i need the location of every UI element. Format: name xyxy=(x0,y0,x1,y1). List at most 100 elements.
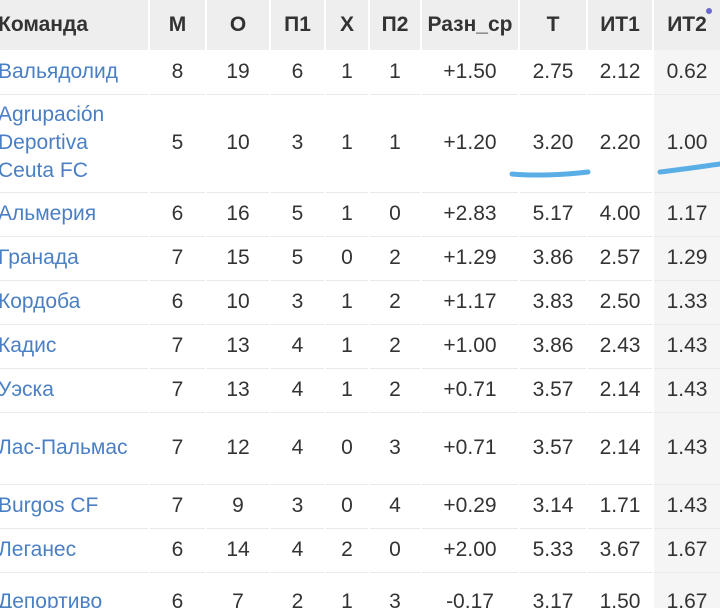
wins-cell: 5 xyxy=(269,192,326,236)
total-cell: 3.17 xyxy=(518,572,588,608)
avg-diff-cell: -0.17 xyxy=(420,572,520,608)
team-name[interactable]: Депортиво xyxy=(0,572,150,608)
draws-cell: 1 xyxy=(324,94,370,192)
table-row[interactable]: Депортиво 6 7 2 1 3 -0.17 3.17 1.50 1.67 xyxy=(0,572,720,608)
team-name[interactable]: Agrupación Deportiva Ceuta FC xyxy=(0,94,150,192)
avg-diff-cell: +1.00 xyxy=(420,324,520,368)
table-row[interactable]: Альмерия 6 16 5 1 0 +2.83 5.17 4.00 1.17 xyxy=(0,192,720,236)
team-total-2-cell: 1.17 xyxy=(652,192,720,236)
draws-cell: 1 xyxy=(324,572,370,608)
total-cell: 3.57 xyxy=(518,412,588,484)
draws-cell: 1 xyxy=(324,50,370,94)
losses-cell: 2 xyxy=(368,368,422,412)
table-row[interactable]: Кордоба 6 10 3 1 2 +1.17 3.83 2.50 1.33 xyxy=(0,280,720,324)
avg-diff-cell: +0.71 xyxy=(420,412,520,484)
wins-cell: 3 xyxy=(269,484,326,528)
points-cell: 13 xyxy=(205,368,271,412)
team-name[interactable]: Лас-Пальмас xyxy=(0,412,150,484)
column-header-points[interactable]: О xyxy=(205,0,271,50)
column-header-team-total-1[interactable]: ИТ1 xyxy=(586,0,654,50)
team-total-2-cell: 1.29 xyxy=(652,236,720,280)
team-total-1-cell: 4.00 xyxy=(586,192,654,236)
team-total-2-cell: 1.43 xyxy=(652,324,720,368)
wins-cell: 4 xyxy=(269,368,326,412)
team-name[interactable]: Леганес xyxy=(0,528,150,572)
avg-diff-cell: +0.71 xyxy=(420,368,520,412)
avg-diff-cell: +1.17 xyxy=(420,280,520,324)
wins-cell: 3 xyxy=(269,280,326,324)
team-name[interactable]: Кордоба xyxy=(0,280,150,324)
draws-cell: 2 xyxy=(324,528,370,572)
total-cell: 3.86 xyxy=(518,236,588,280)
table-row[interactable]: Burgos CF 7 9 3 0 4 +0.29 3.14 1.71 1.43 xyxy=(0,484,720,528)
column-header-matches[interactable]: М xyxy=(148,0,207,50)
matches-cell: 6 xyxy=(148,192,207,236)
team-name[interactable]: Вальядолид xyxy=(0,50,150,94)
avg-diff-cell: +1.29 xyxy=(420,236,520,280)
column-header-losses[interactable]: П2 xyxy=(368,0,422,50)
team-name[interactable]: Burgos CF xyxy=(0,484,150,528)
team-total-1-cell: 1.50 xyxy=(586,572,654,608)
team-total-1-cell: 2.12 xyxy=(586,50,654,94)
team-total-2-cell: 1.43 xyxy=(652,484,720,528)
team-name[interactable]: Кадис xyxy=(0,324,150,368)
column-header-wins[interactable]: П1 xyxy=(269,0,326,50)
matches-cell: 5 xyxy=(148,94,207,192)
wins-cell: 6 xyxy=(269,50,326,94)
matches-cell: 6 xyxy=(148,280,207,324)
matches-cell: 8 xyxy=(148,50,207,94)
losses-cell: 2 xyxy=(368,236,422,280)
column-header-draws[interactable]: Х xyxy=(324,0,370,50)
draws-cell: 1 xyxy=(324,368,370,412)
losses-cell: 3 xyxy=(368,412,422,484)
team-name[interactable]: Гранада xyxy=(0,236,150,280)
team-total-2-cell: 1.33 xyxy=(652,280,720,324)
points-cell: 12 xyxy=(205,412,271,484)
column-header-team[interactable]: Команда xyxy=(0,0,150,50)
table-row[interactable]: Agrupación Deportiva Ceuta FC 5 10 3 1 1 +1.20… xyxy=(0,94,720,192)
column-header-avg-diff[interactable]: Разн_ср xyxy=(420,0,520,50)
avg-diff-cell: +1.20 xyxy=(420,94,520,192)
avg-diff-cell: +2.00 xyxy=(420,528,520,572)
team-total-2-cell: 1.00 xyxy=(652,94,720,192)
total-cell: 3.86 xyxy=(518,324,588,368)
losses-cell: 0 xyxy=(368,528,422,572)
team-name[interactable]: Уэска xyxy=(0,368,150,412)
total-cell: 3.57 xyxy=(518,368,588,412)
points-cell: 16 xyxy=(205,192,271,236)
team-name[interactable]: Альмерия xyxy=(0,192,150,236)
matches-cell: 7 xyxy=(148,236,207,280)
table-row[interactable]: Леганес 6 14 4 2 0 +2.00 5.33 3.67 1.67 xyxy=(0,528,720,572)
table-row[interactable]: Лас-Пальмас 7 12 4 0 3 +0.71 3.57 2.14 1.43 xyxy=(0,412,720,484)
table-row[interactable]: Гранада 7 15 5 0 2 +1.29 3.86 2.57 1.29 xyxy=(0,236,720,280)
matches-cell: 6 xyxy=(148,528,207,572)
scroll-indicator xyxy=(706,8,712,14)
wins-cell: 4 xyxy=(269,412,326,484)
table-row[interactable]: Вальядолид 8 19 6 1 1 +1.50 2.75 2.12 0.62 xyxy=(0,50,720,94)
losses-cell: 2 xyxy=(368,324,422,368)
table-row[interactable]: Кадис 7 13 4 1 2 +1.00 3.86 2.43 1.43 xyxy=(0,324,720,368)
table-row[interactable]: Уэска 7 13 4 1 2 +0.71 3.57 2.14 1.43 xyxy=(0,368,720,412)
column-header-total[interactable]: Т xyxy=(518,0,588,50)
draws-cell: 1 xyxy=(324,280,370,324)
draws-cell: 0 xyxy=(324,412,370,484)
wins-cell: 4 xyxy=(269,528,326,572)
team-total-2-cell: 1.67 xyxy=(652,528,720,572)
team-total-1-cell: 2.14 xyxy=(586,412,654,484)
losses-cell: 2 xyxy=(368,280,422,324)
team-total-2-cell: 1.43 xyxy=(652,368,720,412)
matches-cell: 7 xyxy=(148,324,207,368)
wins-cell: 4 xyxy=(269,324,326,368)
team-total-1-cell: 2.57 xyxy=(586,236,654,280)
total-cell: 3.14 xyxy=(518,484,588,528)
losses-cell: 1 xyxy=(368,50,422,94)
points-cell: 10 xyxy=(205,280,271,324)
points-cell: 15 xyxy=(205,236,271,280)
team-total-1-cell: 3.67 xyxy=(586,528,654,572)
team-total-2-cell: 1.67 xyxy=(652,572,720,608)
team-total-1-cell: 2.50 xyxy=(586,280,654,324)
total-cell: 5.33 xyxy=(518,528,588,572)
team-total-1-cell: 2.43 xyxy=(586,324,654,368)
